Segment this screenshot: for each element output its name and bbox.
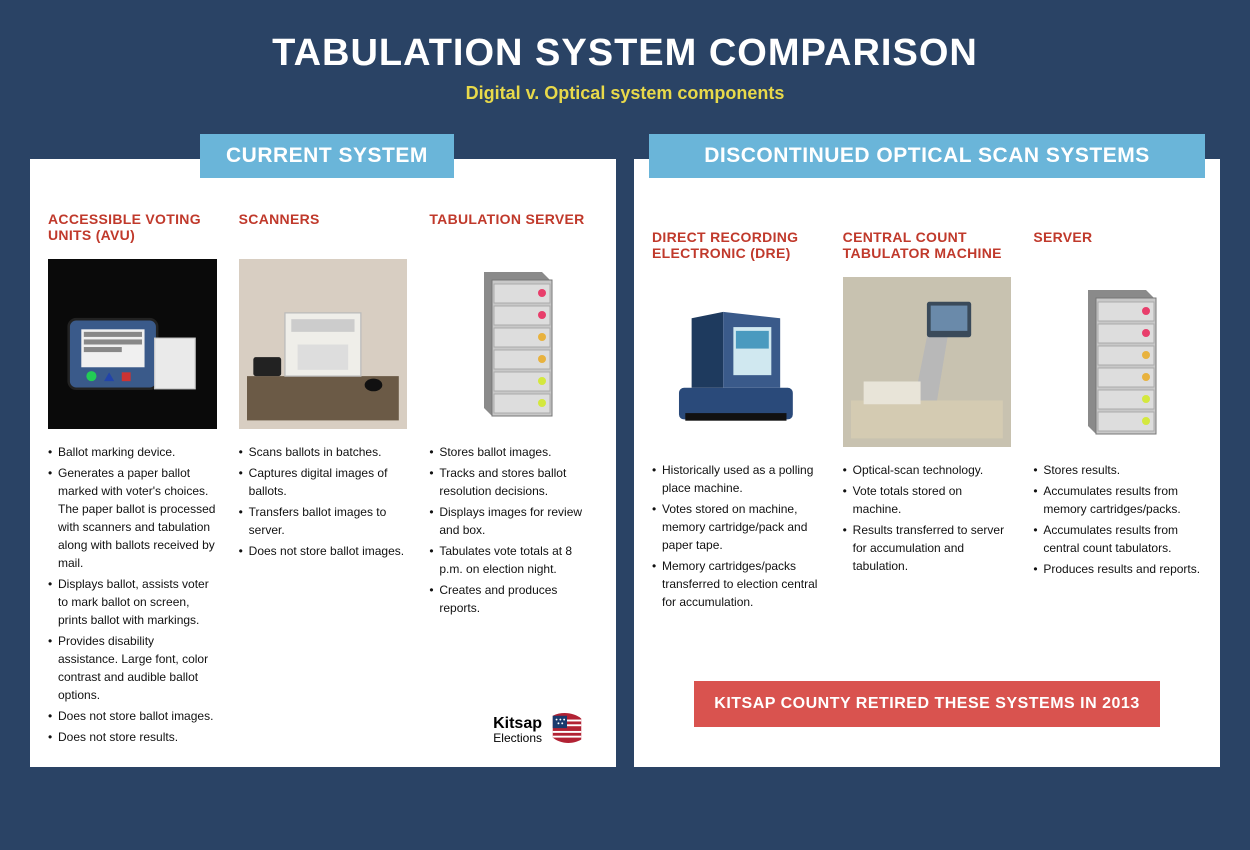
list-item: Accumulates results from central count t…: [1033, 521, 1202, 557]
list-item: Memory cartridges/packs transferred to e…: [652, 557, 821, 611]
dre-column: DIRECT RECORDING ELECTRONIC (DRE) Histor…: [652, 229, 821, 614]
current-system-panel: CURRENT SYSTEM ACCESSIBLE VOTING UNITS (…: [30, 159, 616, 767]
tabserver-image: [429, 259, 598, 429]
dre-title: DIRECT RECORDING ELECTRONIC (DRE): [652, 229, 821, 267]
server-bullets: Stores results. Accumulates results from…: [1033, 461, 1202, 578]
list-item: Votes stored on machine, memory cartridg…: [652, 500, 821, 554]
list-item: Does not store results.: [48, 728, 217, 746]
panels-container: CURRENT SYSTEM ACCESSIBLE VOTING UNITS (…: [0, 159, 1250, 767]
dre-image: [652, 277, 821, 447]
cct-image: [843, 277, 1012, 447]
avu-column: ACCESSIBLE VOTING UNITS (AVU): [48, 211, 217, 749]
list-item: Vote totals stored on machine.: [843, 482, 1012, 518]
cct-title: CENTRAL COUNT TABULATOR MACHINE: [843, 229, 1012, 267]
list-item: Tabulates vote totals at 8 p.m. on elect…: [429, 542, 598, 578]
page-title: TABULATION SYSTEM COMPARISON: [0, 0, 1250, 75]
logo-line2: Elections: [493, 732, 542, 744]
current-columns: ACCESSIBLE VOTING UNITS (AVU): [48, 211, 598, 749]
tabserver-title: TABULATION SERVER: [429, 211, 598, 249]
list-item: Stores results.: [1033, 461, 1202, 479]
list-item: Does not store ballot images.: [239, 542, 408, 560]
discontinued-header: DISCONTINUED OPTICAL SCAN SYSTEMS: [649, 134, 1205, 178]
list-item: Transfers ballot images to server.: [239, 503, 408, 539]
scanner-device-icon: [247, 268, 399, 421]
dre-device-icon: [660, 286, 812, 439]
list-item: Scans ballots in batches.: [239, 443, 408, 461]
avu-bullets: Ballot marking device. Generates a paper…: [48, 443, 217, 746]
avu-image: [48, 259, 217, 429]
list-item: Captures digital images of ballots.: [239, 464, 408, 500]
cct-column: CENTRAL COUNT TABULATOR MACHINE Optical-…: [843, 229, 1012, 614]
list-item: Ballot marking device.: [48, 443, 217, 461]
kitsap-logo: Kitsap Elections: [493, 711, 586, 749]
current-system-header: CURRENT SYSTEM: [200, 134, 454, 178]
dre-bullets: Historically used as a polling place mac…: [652, 461, 821, 611]
list-item: Does not store ballot images.: [48, 707, 217, 725]
list-item: Stores ballot images.: [429, 443, 598, 461]
logo-line1: Kitsap: [493, 716, 542, 732]
cct-bullets: Optical-scan technology. Vote totals sto…: [843, 461, 1012, 575]
list-item: Tracks and stores ballot resolution deci…: [429, 464, 598, 500]
list-item: Provides disability assistance. Large fo…: [48, 632, 217, 704]
list-item: Creates and produces reports.: [429, 581, 598, 617]
list-item: Optical-scan technology.: [843, 461, 1012, 479]
flag-icon: [548, 711, 586, 749]
retired-banner: KITSAP COUNTY RETIRED THESE SYSTEMS IN 2…: [694, 681, 1160, 727]
list-item: Results transferred to server for accumu…: [843, 521, 1012, 575]
list-item: Historically used as a polling place mac…: [652, 461, 821, 497]
list-item: Produces results and reports.: [1033, 560, 1202, 578]
cct-device-icon: [851, 286, 1003, 439]
server-image: [1033, 277, 1202, 447]
server-rack-icon: [464, 264, 564, 424]
tabserver-column: TABULATION SERVER Stores ballot image: [429, 211, 598, 749]
server-rack-icon: [1068, 282, 1168, 442]
server-column: SERVER Stores results. Accu: [1033, 229, 1202, 614]
list-item: Displays images for review and box.: [429, 503, 598, 539]
page-subtitle: Digital v. Optical system components: [0, 83, 1250, 104]
server-title: SERVER: [1033, 229, 1202, 267]
tabserver-bullets: Stores ballot images. Tracks and stores …: [429, 443, 598, 617]
avu-device-icon: [56, 268, 208, 421]
scanner-title: SCANNERS: [239, 211, 408, 249]
avu-title: ACCESSIBLE VOTING UNITS (AVU): [48, 211, 217, 249]
discontinued-panel: DISCONTINUED OPTICAL SCAN SYSTEMS DIRECT…: [634, 159, 1220, 767]
scanner-column: SCANNERS Scans ballots in batches. Captu…: [239, 211, 408, 749]
scanner-image: [239, 259, 408, 429]
discontinued-columns: DIRECT RECORDING ELECTRONIC (DRE) Histor…: [652, 229, 1202, 614]
scanner-bullets: Scans ballots in batches. Captures digit…: [239, 443, 408, 560]
list-item: Generates a paper ballot marked with vot…: [48, 464, 217, 572]
list-item: Accumulates results from memory cartridg…: [1033, 482, 1202, 518]
list-item: Displays ballot, assists voter to mark b…: [48, 575, 217, 629]
